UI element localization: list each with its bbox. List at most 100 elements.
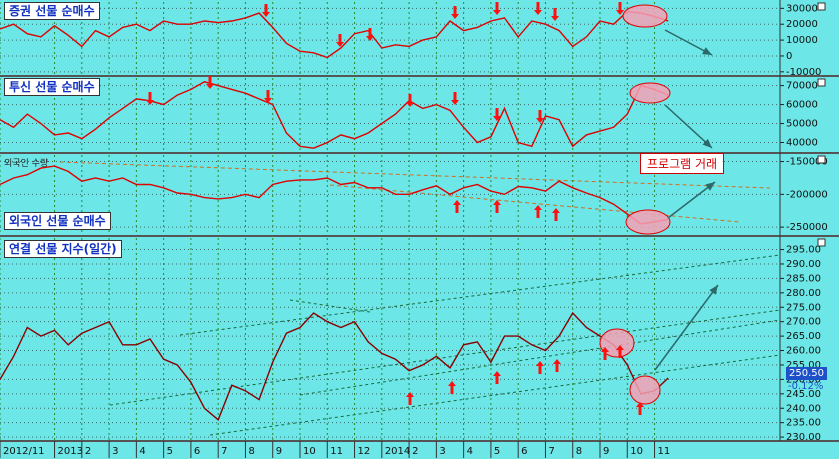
trend-arrow [667,181,716,219]
signal-arrow [493,2,501,15]
y-tick-label: 290.00 [786,259,821,270]
panel-title: 외국인 선물 순매수 [4,212,111,230]
x-tick-label: 2014 [385,446,410,457]
signal-arrow [616,2,624,15]
y-tick-label: 270.00 [786,317,821,328]
x-tick-label: 5 [167,446,173,457]
signal-arrow [493,371,501,384]
signal-arrow [552,208,560,221]
signal-arrow [366,28,374,41]
trend-line [299,319,781,396]
trend-line [329,184,741,223]
signal-arrow [553,359,561,372]
signal-arrow [534,205,542,218]
signal-arrow [336,34,344,47]
trend-line [179,254,781,336]
panel-icon [817,2,826,11]
panel-title: 증권 선물 순매수 [4,2,100,20]
signal-arrow [493,200,501,213]
x-tick-label: 4 [139,446,145,457]
trend-arrow [654,284,719,371]
y-tick-label: 230.00 [786,432,821,443]
signal-arrow [493,108,501,121]
signal-arrow [636,402,644,415]
signal-arrow [206,76,214,89]
signal-arrow [616,345,624,358]
x-tick-label: 7 [548,446,554,457]
highlight [629,375,661,405]
x-tick-label: 2012/11 [3,446,45,457]
y-tick-label: -10000 [786,67,821,78]
x-tick-label: 11 [658,446,671,457]
y-tick-label: 265.00 [786,331,821,342]
x-tick-label: 8 [576,446,582,457]
x-tick-label: 10 [630,446,643,457]
x-tick-label: 3 [112,446,118,457]
x-tick-label: 11 [330,446,343,457]
y-tick-label: 40000 [786,138,818,149]
y-tick-label: -200000 [786,189,828,200]
x-tick-label: 2 [412,446,418,457]
y-tick-label: 70000 [786,81,818,92]
panel-icon [817,78,826,87]
trend-line [109,309,781,406]
y-tick-label: 285.00 [786,273,821,284]
data-line [0,81,669,149]
x-tick-label: 9 [603,446,609,457]
trend-line [289,299,371,313]
highlight [599,328,635,358]
y-tick-label: -150000 [786,157,828,168]
y-tick-label: 280.00 [786,288,821,299]
highlight [622,4,668,28]
highlight [629,82,671,104]
data-line [0,165,669,225]
trend-arrowhead [709,285,718,295]
highlight [625,209,671,235]
y-tick-label: 295.00 [786,245,821,256]
y-tick-label: 60000 [786,100,818,111]
x-tick-label: 12 [358,446,371,457]
y-tick-label: 240.00 [786,403,821,414]
last-price: 250.50 [786,367,827,380]
signal-arrow [262,4,270,17]
trend-arrowhead [702,138,712,148]
y-tick-label: -250000 [786,222,828,233]
x-tick-label: 5 [494,446,500,457]
x-tick-label: 7 [221,446,227,457]
signal-arrow [264,90,272,103]
signal-arrow [536,361,544,374]
y-tick-label: 30000 [786,3,818,14]
price-change: -0.12% [788,381,824,392]
y-tick-label: 0 [786,51,792,62]
y-tick-label: 50000 [786,119,818,130]
signal-arrow [448,381,456,394]
signal-arrow [451,6,459,19]
panel-title: 투신 선물 순매수 [4,78,100,96]
trend-line [209,354,781,436]
y-tick-label: 275.00 [786,302,821,313]
signal-arrow [406,94,414,107]
trend-arrowhead [702,47,712,55]
x-tick-label: 8 [248,446,254,457]
signal-arrow [146,92,154,105]
x-tick-label: 10 [303,446,316,457]
x-tick-label: 6 [521,446,527,457]
signal-arrow [534,2,542,15]
x-tick-label: 2 [85,446,91,457]
y-tick-label: 255.00 [786,360,821,371]
panel-icon [817,238,826,247]
signal-arrow [551,8,559,21]
panel-subtitle: 외국인 수량 [4,159,49,169]
y-tick-label: 235.00 [786,418,821,429]
annotation: 프로그램 거래 [640,153,725,174]
data-line [0,10,669,59]
data-line [0,311,669,421]
trend-arrowhead [705,182,715,191]
signal-arrow [453,200,461,213]
signal-arrow [536,110,544,123]
y-tick-label: 10000 [786,35,818,46]
trend-arrow [664,104,713,149]
y-tick-label: 245.00 [786,389,821,400]
